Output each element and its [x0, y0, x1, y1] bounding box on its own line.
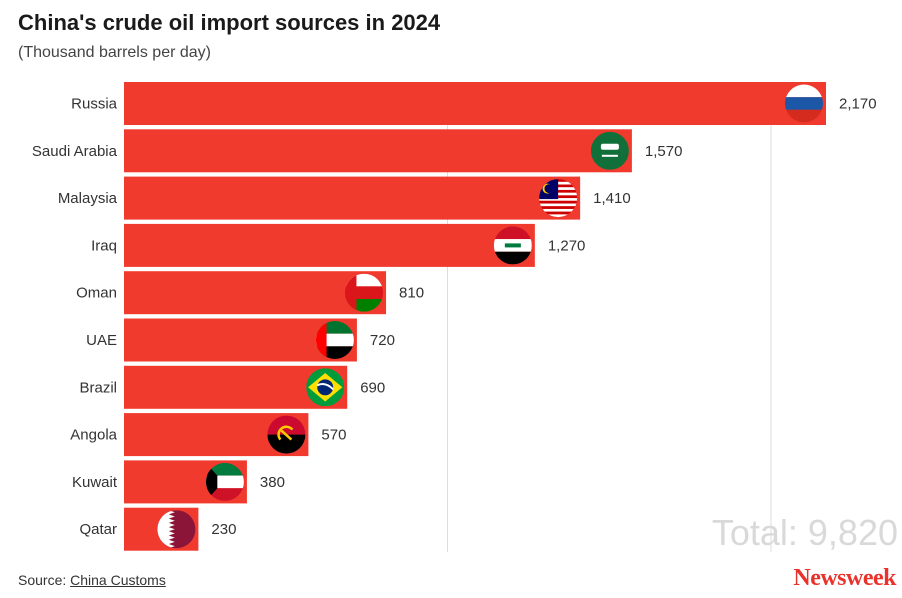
source-prefix: Source: — [18, 572, 67, 588]
category-label: Iraq — [91, 237, 117, 254]
source-note: Source: China Customs — [18, 572, 166, 588]
category-label: UAE — [86, 332, 117, 349]
flag-iraq-icon — [493, 226, 532, 265]
bar-iraq — [124, 223, 535, 267]
newsweek-logo[interactable]: Newsweek — [793, 565, 896, 591]
category-label: Malaysia — [58, 190, 118, 207]
source-link[interactable]: China Customs — [70, 572, 166, 588]
total-label: Total: 9,820 — [711, 512, 898, 553]
value-label: 720 — [370, 332, 395, 349]
category-label: Brazil — [79, 379, 117, 396]
value-label: 380 — [260, 474, 285, 491]
value-label: 1,270 — [548, 237, 586, 254]
value-label: 810 — [399, 285, 424, 302]
bar-oman — [124, 271, 387, 315]
flag-malaysia-icon — [539, 179, 578, 218]
flag-uae-icon — [315, 321, 354, 359]
flag-brazil-icon — [306, 368, 345, 407]
flag-qatar-icon — [157, 510, 196, 549]
bar-russia — [124, 82, 826, 125]
value-label: 570 — [321, 427, 346, 444]
value-label: 2,170 — [839, 96, 877, 113]
category-label: Oman — [76, 285, 117, 302]
category-label: Angola — [70, 427, 117, 444]
bar-saudi-arabia — [124, 129, 632, 173]
value-label: 230 — [211, 521, 236, 538]
flag-saudi-arabia-icon — [590, 131, 629, 170]
chart-subtitle: (Thousand barrels per day) — [18, 44, 211, 61]
flag-angola-icon — [267, 415, 306, 454]
chart-title: China's crude oil import sources in 2024 — [18, 10, 441, 35]
category-label: Kuwait — [72, 474, 118, 491]
value-label: 1,570 — [645, 143, 683, 160]
bar-malaysia — [124, 176, 581, 220]
flag-oman-icon — [345, 273, 384, 312]
category-label: Russia — [71, 96, 118, 113]
flag-russia-icon — [785, 84, 823, 123]
value-label: 690 — [360, 379, 385, 396]
category-label: Saudi Arabia — [32, 143, 118, 160]
value-label: 1,410 — [593, 190, 631, 207]
category-label: Qatar — [79, 521, 117, 538]
flag-kuwait-icon — [205, 462, 244, 501]
